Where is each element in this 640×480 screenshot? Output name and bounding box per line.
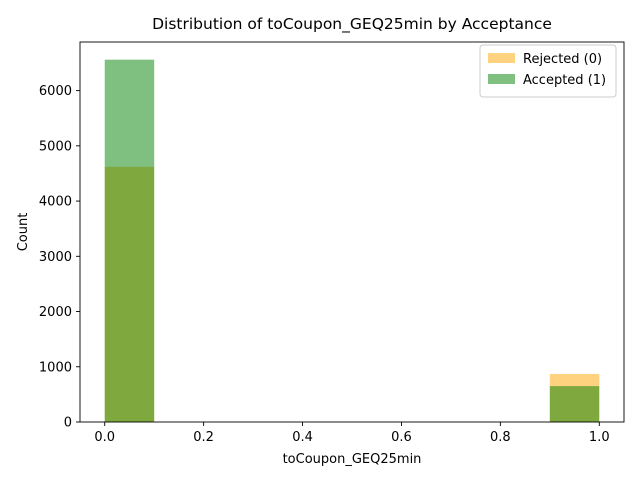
legend-swatch-0 xyxy=(488,53,515,63)
x-axis-ticks: 0.0 0.2 0.4 0.6 0.8 1.0 xyxy=(94,422,610,445)
y-tick-label-1: 1000 xyxy=(39,360,72,375)
y-tick-label-2: 2000 xyxy=(39,305,72,320)
axes xyxy=(79,41,625,423)
y-tick-label-5: 5000 xyxy=(39,139,72,154)
bar-series-1-bin-9 xyxy=(549,386,600,422)
legend-label-0: Rejected (0) xyxy=(523,52,602,67)
x-tick-label-5: 1.0 xyxy=(589,430,610,445)
y-tick-label-4: 4000 xyxy=(39,195,72,210)
y-axis-label: Count xyxy=(16,213,31,252)
y-tick-label-3: 3000 xyxy=(39,250,72,265)
bar-series-1-bin-0 xyxy=(104,59,155,423)
y-axis-ticks: 0 1000 2000 3000 4000 5000 6000 xyxy=(39,84,80,431)
x-tick-label-3: 0.6 xyxy=(391,430,412,445)
legend-swatch-1 xyxy=(488,74,515,84)
chart-title: Distribution of toCoupon_GEQ25min by Acc… xyxy=(152,15,552,34)
legend: Rejected (0) Accepted (1) xyxy=(479,44,617,98)
x-tick-label-0: 0.0 xyxy=(94,430,115,445)
y-tick-label-0: 0 xyxy=(64,416,72,431)
x-tick-label-4: 0.8 xyxy=(490,430,511,445)
legend-label-1: Accepted (1) xyxy=(523,73,606,88)
y-tick-label-6: 6000 xyxy=(39,84,72,99)
plot-frame xyxy=(79,41,625,423)
x-axis-label: toCoupon_GEQ25min xyxy=(283,452,422,467)
bars-layer xyxy=(104,59,600,423)
x-tick-label-2: 0.4 xyxy=(292,430,313,445)
x-tick-label-1: 0.2 xyxy=(193,430,214,445)
